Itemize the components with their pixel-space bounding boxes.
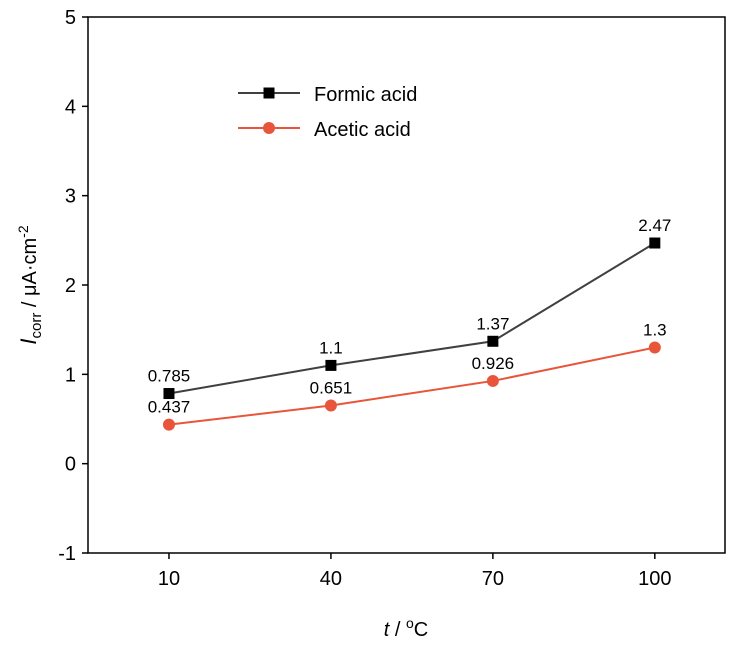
y-tick-label: 4 <box>65 96 76 118</box>
x-tick-label: 70 <box>482 568 504 590</box>
data-label: 1.3 <box>643 321 667 340</box>
marker <box>648 341 661 354</box>
y-tick-label: 0 <box>65 454 76 476</box>
y-tick-label: -1 <box>58 543 76 565</box>
data-label: 1.37 <box>476 314 509 333</box>
marker <box>649 237 661 249</box>
data-label: 2.47 <box>638 216 671 235</box>
marker <box>486 374 499 387</box>
x-label-symbol: t <box>384 619 391 641</box>
series-line <box>168 346 656 426</box>
data-label: 0.785 <box>148 367 191 386</box>
data-label: 0.926 <box>472 354 515 373</box>
y-label-superscript: -2 <box>15 225 31 238</box>
legend-label: Acetic acid <box>314 119 411 141</box>
marker <box>487 335 499 347</box>
x-tick-label: 100 <box>638 568 671 590</box>
marker <box>324 399 337 412</box>
marker <box>325 359 337 371</box>
x-label-superscript: o <box>406 615 414 631</box>
x-label-unit: C <box>414 619 428 641</box>
series-line <box>168 242 656 395</box>
data-label: 0.651 <box>310 379 353 398</box>
y-label-symbol: I <box>16 339 41 345</box>
data-label: 0.437 <box>148 398 191 417</box>
x-axis-label: t / oC <box>384 615 428 641</box>
y-tick-label: 2 <box>65 275 76 297</box>
y-label-subscript: corr <box>28 313 45 339</box>
x-label-separator: / <box>389 619 406 641</box>
y-axis-label: Icorr / μA·cm-2 <box>15 225 45 344</box>
y-tick-label: 3 <box>65 186 76 208</box>
data-label: 1.1 <box>319 338 343 357</box>
marker <box>163 388 175 400</box>
legend-label: Formic acid <box>314 84 417 106</box>
x-tick-label: 10 <box>158 568 180 590</box>
legend-marker <box>263 87 275 99</box>
legend-marker <box>263 122 275 134</box>
y-tick-label: 5 <box>65 7 76 29</box>
y-tick-label: 1 <box>65 364 76 386</box>
marker <box>162 418 175 431</box>
y-label-unit: / μA·cm <box>19 238 41 313</box>
x-tick-label: 40 <box>320 568 342 590</box>
